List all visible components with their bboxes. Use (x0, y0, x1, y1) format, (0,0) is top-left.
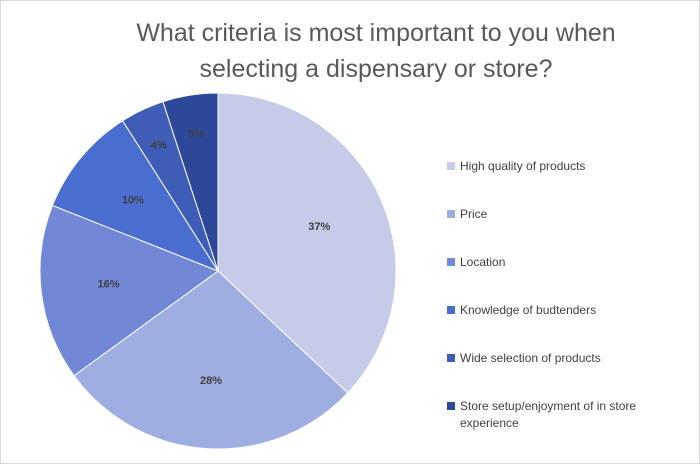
legend-swatch (447, 258, 455, 266)
legend-label: High quality of products (460, 159, 586, 173)
data-label: 28% (200, 375, 222, 387)
data-label: 4% (151, 139, 167, 151)
data-label: 37% (308, 221, 330, 233)
legend-item: High quality of products (447, 158, 687, 175)
pie-slice (73, 270, 349, 450)
legend-label: Store setup/enjoyment of in store experi… (460, 399, 637, 430)
pie-slice (39, 204, 220, 377)
legend-swatch (447, 402, 455, 410)
legend-swatch (447, 210, 455, 218)
chart-title: What criteria is most important to you w… (136, 19, 616, 83)
legend-swatch (447, 162, 455, 170)
legend-swatch (447, 354, 455, 362)
legend-item: Wide selection of products (447, 350, 687, 367)
pie-slice (217, 92, 397, 394)
legend-item: Store setup/enjoyment of in store experi… (447, 398, 687, 432)
legend-label: Price (460, 207, 488, 221)
legend-item: Location (447, 254, 687, 271)
legend-label: Location (460, 255, 506, 269)
data-label: 16% (97, 279, 119, 291)
data-label: 5% (188, 128, 204, 140)
pie-slice (51, 120, 220, 273)
legend-item: Price (447, 206, 687, 223)
legend-label: Knowledge of budtenders (460, 303, 597, 317)
pie-slice (162, 92, 219, 272)
legend-item: Knowledge of budtenders (447, 302, 687, 319)
data-label: 10% (122, 195, 144, 207)
legend-swatch (447, 306, 455, 314)
legend-label: Wide selection of products (460, 351, 601, 365)
